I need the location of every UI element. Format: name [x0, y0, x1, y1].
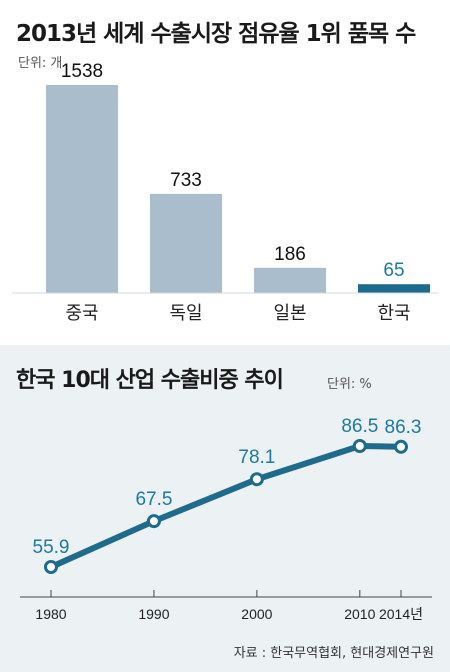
- bar-category-label-1: 독일: [169, 303, 202, 324]
- data-point-4: [394, 439, 408, 454]
- bar-chart: 1538 중국 733 독일 186 일본 65 한국: [12, 61, 438, 324]
- data-label-0: 55.9: [33, 537, 70, 558]
- data-point-0: [44, 560, 58, 574]
- bar-category-label-3: 한국: [377, 303, 410, 324]
- line-chart-unit: 단위: %: [327, 377, 372, 392]
- bar-category-label-2: 일본: [273, 303, 306, 324]
- data-point-1: [146, 514, 161, 529]
- bar-2: [254, 267, 326, 293]
- data-label-1: 67.5: [135, 489, 172, 510]
- series-line: [48, 443, 404, 570]
- bar-chart-unit: 단위: 개: [18, 56, 63, 71]
- bar-value-label-2: 186: [274, 244, 306, 265]
- x-tick-label-4: 2014년: [379, 606, 423, 622]
- data-point-3: [352, 439, 367, 453]
- data-point-2: [249, 472, 264, 487]
- x-tick-label-2: 2000: [241, 606, 272, 622]
- data-label-2: 78.1: [238, 447, 275, 468]
- bar-value-label-1: 733: [170, 170, 202, 191]
- line-chart-title: 한국 10대 산업 수출비중 추이: [16, 368, 284, 393]
- bar-0: [46, 85, 118, 293]
- x-tick-label-3: 2010: [344, 606, 375, 622]
- bar-category-label-0: 중국: [65, 303, 98, 324]
- bar-3: [358, 284, 430, 293]
- bar-chart-title: 2013년 세계 수출시장 점유율 1위 품목 수: [16, 21, 416, 47]
- bar-value-label-0: 1538: [61, 61, 103, 82]
- data-label-4: 86.3: [385, 417, 422, 438]
- x-tick-label-0: 1980: [35, 606, 66, 622]
- source-note: 자료 : 한국무역협회, 현대경제연구원: [233, 646, 434, 661]
- bar-1: [150, 193, 222, 293]
- x-tick-label-1: 1990: [138, 606, 169, 622]
- data-label-3: 86.5: [341, 416, 378, 437]
- bar-value-label-3: 65: [383, 260, 404, 281]
- line-chart-panel: [0, 345, 450, 672]
